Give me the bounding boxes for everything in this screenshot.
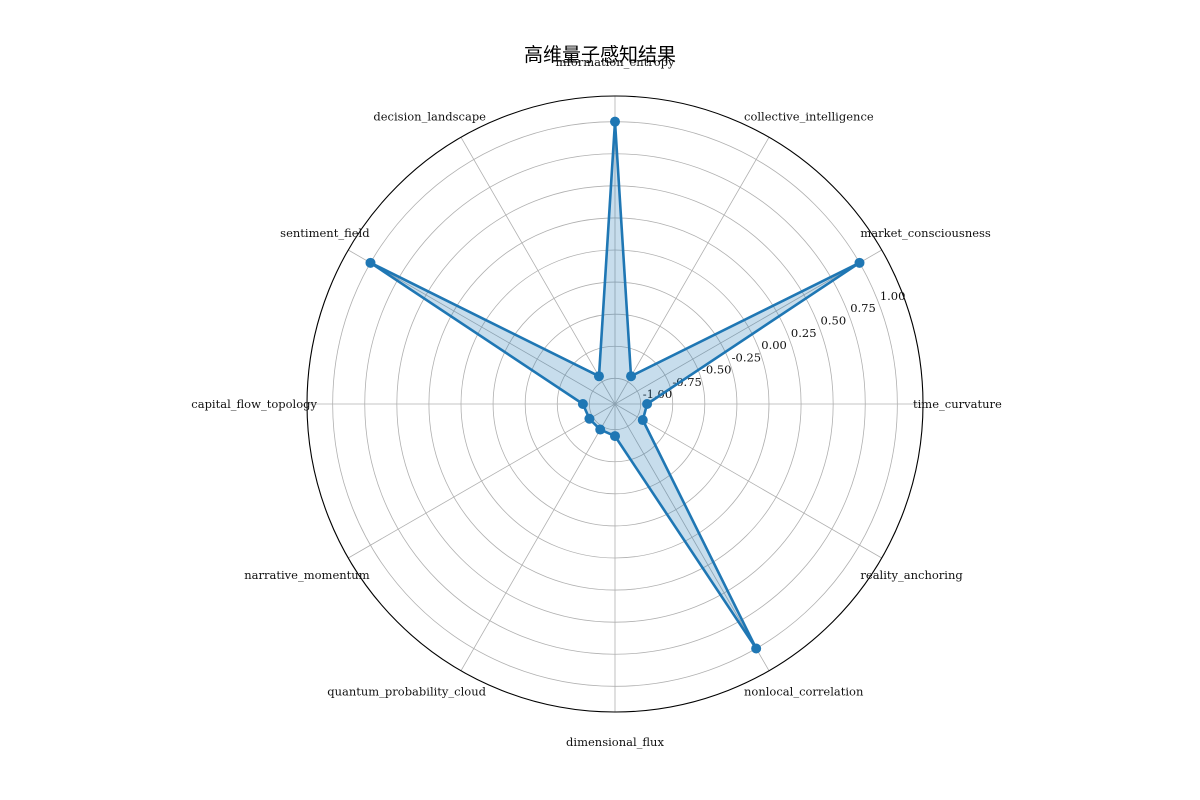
data-point-market_consciousness <box>854 257 865 268</box>
spoke-9 <box>614 403 770 671</box>
data-point-narrative_momentum <box>584 413 595 424</box>
category-label-information_entropy: information_entropy <box>555 55 675 69</box>
category-label-time_curvature: time_curvature <box>913 397 1002 411</box>
series-layer <box>365 116 865 654</box>
category-label-reality_anchoring: reality_anchoring <box>860 568 963 582</box>
data-point-reality_anchoring <box>637 415 648 426</box>
category-label-quantum_probability_cloud: quantum_probability_cloud <box>327 684 486 698</box>
outer-ring <box>306 95 924 713</box>
data-point-dimensional_flux <box>610 431 620 442</box>
data-point-capital_flow_topology <box>577 399 588 409</box>
r-tick-label: 0.75 <box>850 301 876 315</box>
category-label-narrative_momentum: narrative_momentum <box>244 568 369 582</box>
r-tick-label: -0.75 <box>672 375 702 389</box>
category-label-sentiment_field: sentiment_field <box>280 226 370 240</box>
data-point-sentiment_field <box>365 257 376 268</box>
spoke-1 <box>614 137 770 405</box>
spoke-3 <box>460 137 616 405</box>
grid-layer <box>306 95 924 713</box>
r-tick-label: -0.50 <box>702 363 732 377</box>
spoke-7 <box>460 403 616 671</box>
r-tick-label: 0.25 <box>791 326 817 340</box>
spoke-0 <box>614 249 882 405</box>
r-tick-label: -0.25 <box>732 350 762 364</box>
data-point-quantum_probability_cloud <box>595 424 606 435</box>
data-point-nonlocal_correlation <box>751 643 762 654</box>
r-tick-label: 0.50 <box>821 314 847 328</box>
category-labels: market_consciousness collective_intellige… <box>191 55 1002 749</box>
category-label-nonlocal_correlation: nonlocal_correlation <box>744 684 864 698</box>
category-label-dimensional_flux: dimensional_flux <box>566 735 664 749</box>
r-tick-label: 0.00 <box>761 338 787 352</box>
series-area <box>370 121 860 649</box>
spoke-6 <box>348 403 616 559</box>
r-tick-label: 1.00 <box>880 289 906 303</box>
radial-tick-labels: -1.00-0.75-0.50-0.250.000.250.500.751.00 <box>643 289 906 401</box>
chart-title: 高维量子感知结果 <box>523 44 676 66</box>
category-label-capital_flow_topology: capital_flow_topology <box>191 397 317 411</box>
data-point-decision_landscape <box>593 371 604 382</box>
data-point-information_entropy <box>610 116 620 127</box>
category-label-decision_landscape: decision_landscape <box>373 110 486 124</box>
spoke-10 <box>614 403 882 559</box>
category-label-market_consciousness: market_consciousness <box>860 226 991 240</box>
data-point-collective_intelligence <box>626 371 637 382</box>
spoke-4 <box>348 249 616 405</box>
data-point-time_curvature <box>642 399 653 409</box>
category-label-collective_intelligence: collective_intelligence <box>744 110 874 124</box>
